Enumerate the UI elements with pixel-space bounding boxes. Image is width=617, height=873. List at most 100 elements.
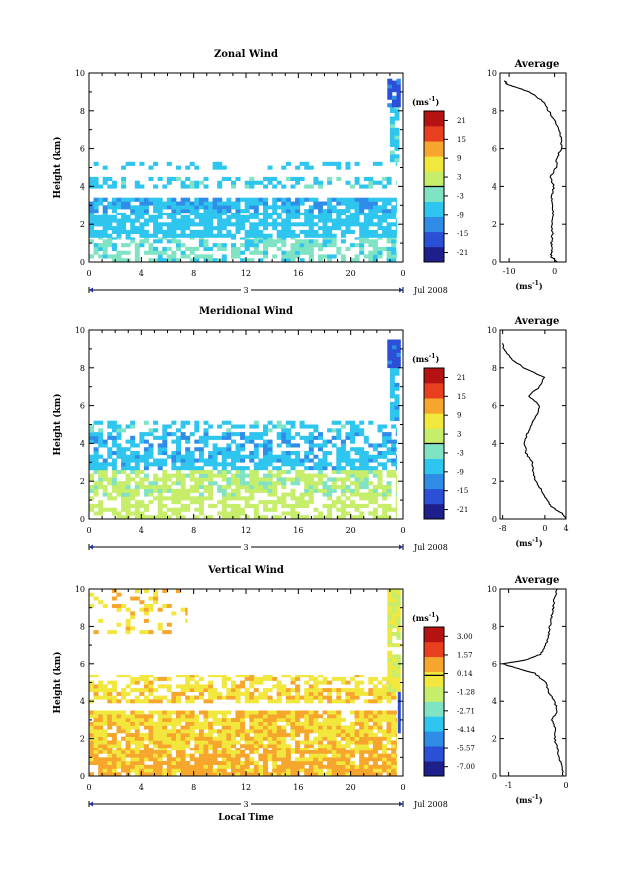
heatmap-cell (331, 254, 337, 259)
heatmap-cell (272, 757, 278, 762)
unit-exponent: -1 (429, 353, 436, 360)
heatmap-cell (253, 239, 259, 244)
heatmap-cell (386, 214, 392, 219)
heatmap-cell (189, 757, 195, 762)
heatmap-cell (249, 740, 255, 745)
heatmap-cell (263, 725, 268, 730)
heatmap-cell (363, 222, 369, 227)
heatmap-cell (350, 691, 355, 696)
heatmap-cell (386, 237, 392, 240)
heatmap-cell (327, 729, 333, 734)
heatmap-cell (194, 201, 200, 206)
heatmap-cell (382, 466, 388, 471)
heatmap-cell (231, 736, 236, 741)
heatmap-cell (102, 768, 108, 773)
heatmap-cell (176, 675, 181, 678)
heatmap-cell (331, 768, 337, 773)
heatmap-cell (153, 753, 159, 758)
heatmap-cell (162, 447, 168, 452)
heatmap-cell (382, 454, 388, 459)
heatmap-cell (203, 721, 209, 726)
heatmap-cell (272, 718, 278, 722)
heatmap-cell (340, 733, 346, 737)
heatmap-cell (208, 753, 214, 758)
heatmap-cell (322, 695, 328, 700)
heatmap-cell (130, 205, 136, 210)
heatmap-cell (299, 710, 305, 715)
heatmap-cell (221, 473, 227, 478)
heatmap-cell (368, 466, 374, 471)
heatmap-cell (153, 710, 159, 715)
heatmap-cell (267, 688, 273, 693)
heatmap-cell (396, 613, 401, 618)
heatmap-cell (295, 718, 301, 722)
heatmap-cell (350, 736, 355, 741)
heatmap-cell (386, 180, 392, 185)
heatmap-cell (221, 714, 227, 719)
heatmap-cell (327, 233, 333, 238)
heatmap-cell (389, 154, 395, 159)
heatmap-cell (396, 676, 401, 681)
heatmap-cell (166, 222, 172, 227)
heatmap-cell (171, 757, 177, 762)
heatmap-cell (258, 432, 264, 437)
heatmap-cell (290, 492, 296, 497)
heatmap-cell (121, 725, 127, 730)
heatmap-cell (281, 250, 287, 255)
heatmap-cell (176, 515, 181, 520)
heatmap-cell (304, 250, 310, 255)
heatmap-cell (157, 753, 163, 758)
heatmap-cell (368, 239, 374, 244)
heatmap-cell (134, 772, 140, 777)
heatmap-cell (203, 226, 209, 231)
heatmap-cell (189, 710, 195, 715)
y-tick-label: 6 (80, 402, 85, 411)
heatmap-cell (391, 507, 397, 512)
heatmap-cell (396, 605, 401, 610)
heatmap-cell (217, 675, 223, 678)
heatmap-cell (226, 764, 232, 769)
heatmap-cell (327, 496, 333, 501)
heatmap-cell (359, 201, 365, 206)
heatmap-cell (253, 710, 259, 715)
heatmap-cell (194, 420, 200, 425)
heatmap-cell (116, 607, 122, 612)
heatmap-cell (153, 229, 159, 234)
heatmap-cell (394, 142, 400, 147)
heatmap-cell (244, 515, 250, 520)
heatmap-cell (139, 212, 145, 216)
heatmap-cell (308, 485, 314, 490)
heatmap-cell (153, 772, 159, 777)
heatmap-cell (377, 772, 383, 777)
heatmap-cell (107, 454, 113, 459)
heatmap-cell (244, 180, 250, 185)
heatmap-cell (217, 205, 223, 210)
heatmap-cell (143, 676, 149, 681)
heatmap-cell (148, 428, 154, 433)
heatmap-cell (89, 688, 94, 693)
heatmap-cell (304, 239, 310, 244)
heatmap-cell (208, 209, 214, 214)
heatmap-cell (363, 197, 369, 202)
heatmap-cell (336, 748, 342, 751)
heatmap-cell (180, 503, 186, 508)
heatmap-cell (180, 454, 186, 459)
heatmap-cell (98, 618, 104, 623)
heatmap-cell (185, 209, 191, 214)
colorbar-tick-label: 3.00 (457, 633, 473, 641)
heatmap-cell (354, 485, 360, 490)
heatmap-cell (203, 176, 209, 181)
heatmap-cell (299, 462, 305, 467)
heatmap-cell (153, 420, 159, 425)
heatmap-cell (194, 744, 200, 749)
heatmap-cell (153, 699, 159, 704)
heatmap-cell (295, 721, 301, 726)
heatmap-cell (226, 451, 232, 456)
heatmap-cell (308, 424, 314, 429)
heatmap-cell (322, 757, 328, 762)
heatmap-cell (153, 161, 159, 166)
heatmap-cell (221, 451, 227, 456)
heatmap-cell (387, 650, 393, 655)
heatmap-cell (359, 744, 365, 749)
heatmap-cell (176, 176, 181, 181)
